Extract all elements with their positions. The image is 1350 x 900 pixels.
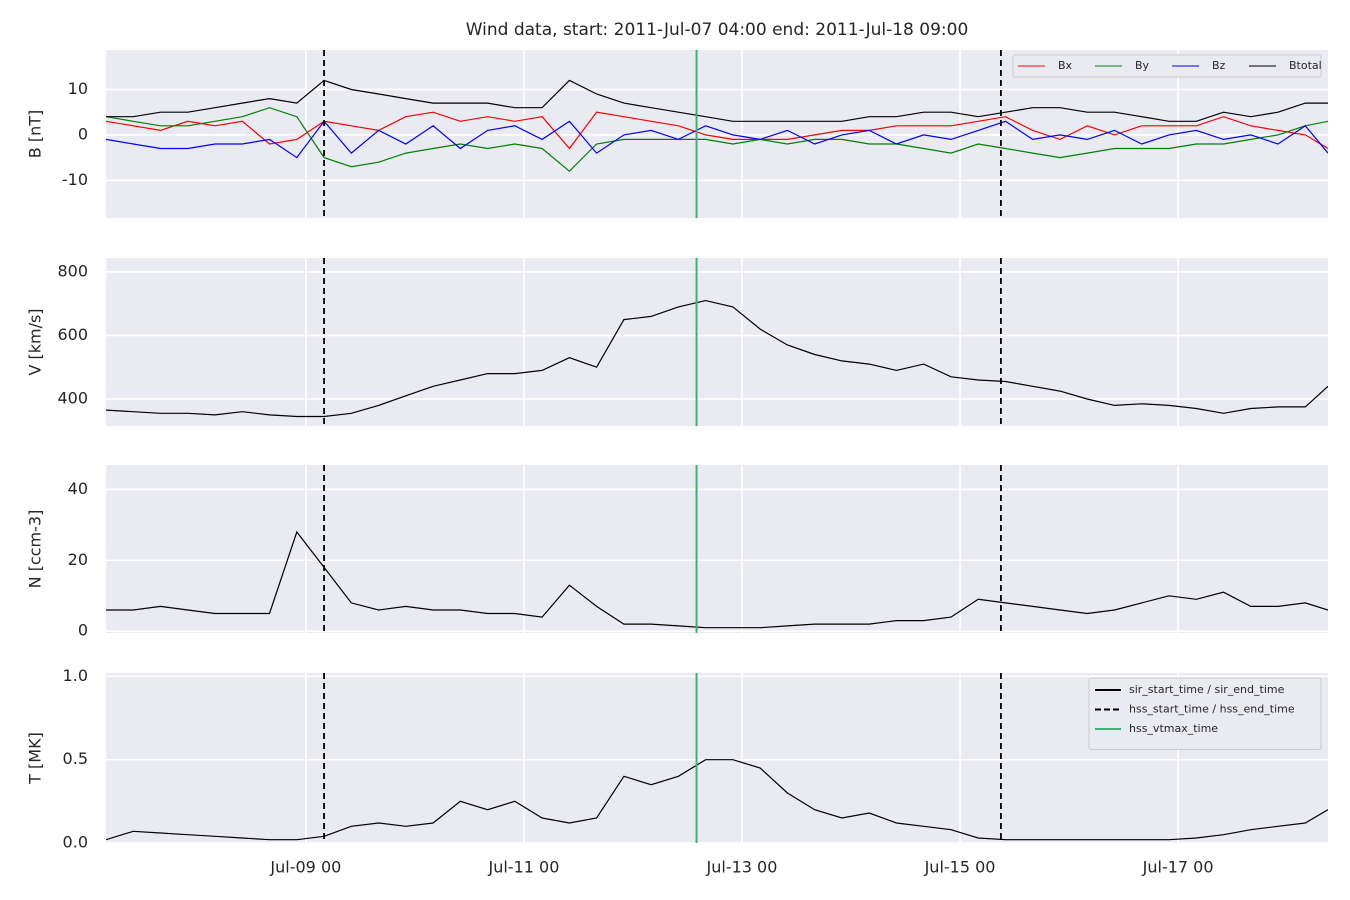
- legend-label: By: [1135, 59, 1150, 72]
- legend-label: hss_start_time / hss_end_time: [1129, 703, 1295, 716]
- y-tick-label: 0.5: [63, 749, 88, 768]
- y-tick-label: 10: [68, 79, 88, 98]
- x-tick-label: Jul-11 00: [487, 858, 559, 877]
- legend-label: hss_vtmax_time: [1129, 722, 1218, 735]
- y-tick-label: 40: [68, 479, 88, 498]
- series-line: [106, 111, 1328, 150]
- y-axis-label: N [ccm-3]: [26, 510, 45, 589]
- plot-area: [106, 299, 1328, 418]
- x-tick-label: Jul-13 00: [706, 858, 778, 877]
- y-tick-label: 1.0: [63, 666, 88, 685]
- legend-label: Bz: [1212, 59, 1226, 72]
- y-tick-label: 0.0: [63, 833, 88, 852]
- data-line: [106, 299, 1328, 418]
- x-tick-label: Jul-09 00: [269, 858, 341, 877]
- plot-background: [106, 50, 1328, 218]
- y-axis-label: B [nT]: [26, 110, 45, 158]
- y-tick-label: 400: [57, 389, 88, 408]
- legend-label: Bx: [1058, 59, 1073, 72]
- chart-title: Wind data, start: 2011-Jul-07 04:00 end:…: [466, 20, 969, 40]
- y-tick-label: 20: [68, 550, 88, 569]
- plot-area: [106, 79, 1328, 173]
- legend-label: Btotal: [1289, 59, 1322, 72]
- series-line: [106, 120, 1328, 159]
- y-axis-label: T [MK]: [26, 732, 45, 785]
- y-tick-label: 0: [78, 621, 88, 640]
- y-tick-label: 800: [57, 261, 88, 280]
- data-line: [106, 759, 1328, 841]
- data-line: [106, 530, 1328, 629]
- x-tick-label: Jul-17 00: [1142, 858, 1214, 877]
- series-line: [106, 107, 1328, 173]
- plot-background: [106, 258, 1328, 426]
- x-tick-label: Jul-15 00: [924, 858, 996, 877]
- plot-area: [106, 759, 1328, 841]
- y-axis-label: V [km/s]: [26, 308, 45, 375]
- legend-box: [1012, 54, 1322, 78]
- plot-area: [106, 530, 1328, 629]
- series-line: [106, 79, 1328, 122]
- y-tick-label: -10: [62, 170, 88, 189]
- y-tick-label: 600: [57, 325, 88, 344]
- legend-box: [1088, 677, 1322, 750]
- legend-label: sir_start_time / sir_end_time: [1129, 683, 1285, 696]
- y-tick-label: 0: [78, 124, 88, 143]
